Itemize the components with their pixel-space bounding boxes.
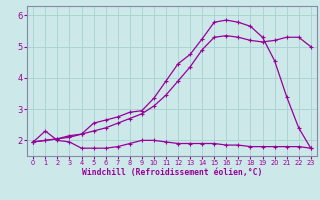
X-axis label: Windchill (Refroidissement éolien,°C): Windchill (Refroidissement éolien,°C) bbox=[82, 168, 262, 177]
